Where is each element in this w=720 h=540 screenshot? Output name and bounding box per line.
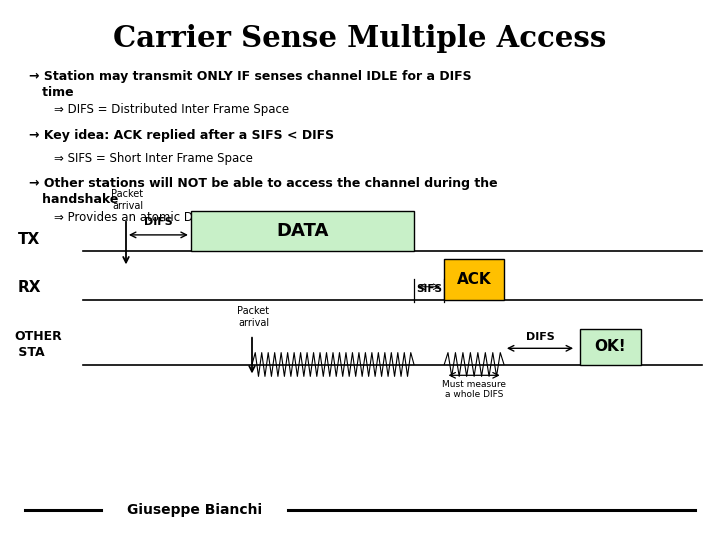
Text: ⇒ DIFS = Distributed Inter Frame Space: ⇒ DIFS = Distributed Inter Frame Space	[54, 103, 289, 116]
Text: Must measure
a whole DIFS: Must measure a whole DIFS	[442, 380, 506, 399]
Text: Carrier Sense Multiple Access: Carrier Sense Multiple Access	[113, 24, 607, 53]
Text: DATA: DATA	[276, 222, 328, 240]
Text: DIFS: DIFS	[144, 217, 173, 227]
Text: ⇒ SIFS = Short Inter Frame Space: ⇒ SIFS = Short Inter Frame Space	[54, 152, 253, 165]
Text: DIFS: DIFS	[526, 332, 554, 342]
Text: Packet
arrival: Packet arrival	[238, 306, 269, 328]
Text: SIFS: SIFS	[416, 284, 442, 294]
Text: TX: TX	[18, 232, 40, 247]
Text: ⇒ Provides an atomic DATA-ACK transaction: ⇒ Provides an atomic DATA-ACK transactio…	[54, 211, 312, 224]
Bar	[444, 259, 504, 300]
Text: ACK: ACK	[456, 272, 492, 287]
Text: → Other stations will NOT be able to access the channel during the
   handshake: → Other stations will NOT be able to acc…	[29, 177, 498, 206]
Text: Packet
arrival: Packet arrival	[112, 189, 143, 211]
Text: Giuseppe Bianchi: Giuseppe Bianchi	[127, 503, 262, 517]
Text: → Station may transmit ONLY IF senses channel IDLE for a DIFS
   time: → Station may transmit ONLY IF senses ch…	[29, 70, 472, 99]
Text: → Key idea: ACK replied after a SIFS < DIFS: → Key idea: ACK replied after a SIFS < D…	[29, 129, 334, 141]
Bar	[191, 211, 414, 251]
Bar	[580, 329, 641, 364]
Text: OK!: OK!	[595, 340, 626, 354]
Text: OTHER
 STA: OTHER STA	[14, 330, 62, 359]
Text: RX: RX	[18, 280, 42, 295]
